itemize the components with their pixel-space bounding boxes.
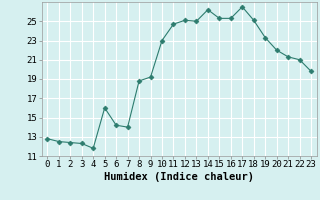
X-axis label: Humidex (Indice chaleur): Humidex (Indice chaleur) (104, 172, 254, 182)
